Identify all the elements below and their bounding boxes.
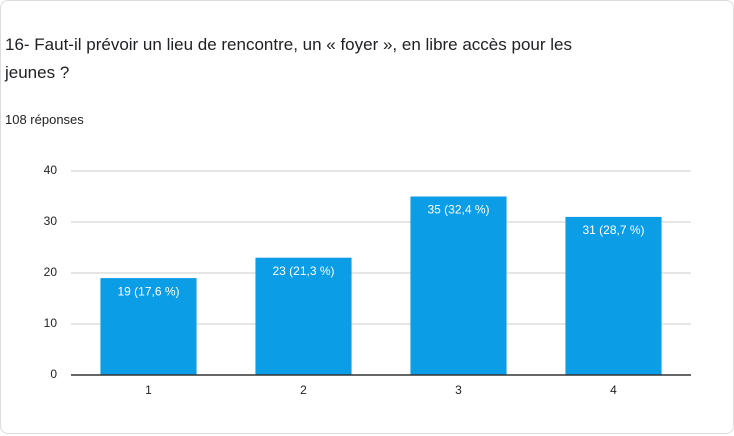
bar [255, 257, 352, 375]
x-tick-label: 2 [300, 383, 307, 397]
x-tick-label: 4 [610, 383, 617, 397]
value-label: 19 (17,6 %) [117, 284, 179, 298]
value-label: 23 (21,3 %) [272, 264, 334, 278]
chart-title: 16- Faut-il prévoir un lieu de rencontre… [5, 35, 572, 82]
chart-subtitle: 108 réponses [5, 112, 84, 127]
y-tick-label: 10 [44, 316, 58, 330]
y-tick-label: 0 [50, 367, 57, 381]
x-tick-label: 1 [145, 383, 152, 397]
y-tick-label: 20 [44, 265, 58, 279]
value-label: 35 (32,4 %) [427, 203, 489, 217]
value-label: 31 (28,7 %) [582, 223, 644, 237]
y-tick-label: 40 [44, 163, 58, 177]
bar [410, 196, 507, 375]
y-tick-label: 30 [44, 214, 58, 228]
bar [100, 278, 197, 375]
bar [565, 216, 662, 375]
x-tick-label: 3 [455, 383, 462, 397]
